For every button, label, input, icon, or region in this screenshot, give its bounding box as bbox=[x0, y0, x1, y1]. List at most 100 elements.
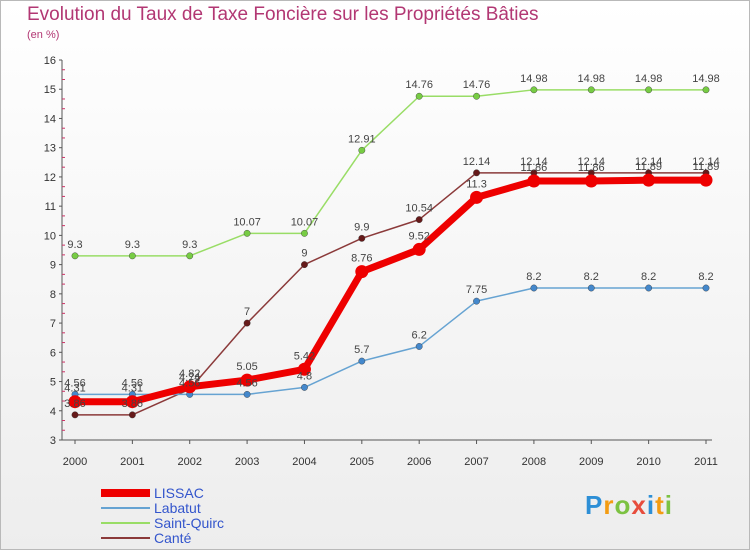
logo-letter: x bbox=[631, 490, 647, 520]
data-label-saint-quirc: 12.91 bbox=[348, 133, 376, 145]
legend-label-lissac: LISSAC bbox=[154, 485, 204, 501]
y-tick-label: 7 bbox=[50, 318, 56, 330]
x-tick-label: 2007 bbox=[464, 456, 488, 468]
x-tick-label: 2002 bbox=[177, 456, 201, 468]
data-label-cant-: 12.14 bbox=[520, 156, 548, 168]
data-point-lissac bbox=[412, 242, 426, 256]
series-cant- bbox=[71, 169, 710, 419]
x-tick-label: 2004 bbox=[292, 456, 316, 468]
data-label-saint-quirc: 14.98 bbox=[692, 73, 720, 85]
data-label-saint-quirc: 14.98 bbox=[635, 73, 663, 85]
data-label-saint-quirc: 10.07 bbox=[291, 216, 319, 228]
data-label-lissac: 4.82 bbox=[179, 368, 200, 380]
chart-title: Evolution du Taux de Taxe Foncière sur l… bbox=[27, 4, 539, 25]
data-label-labatut: 4.56 bbox=[236, 377, 257, 389]
data-point-labatut bbox=[702, 284, 710, 292]
x-tick-label: 2003 bbox=[235, 456, 259, 468]
logo-letter: t bbox=[655, 490, 665, 520]
data-point-saint-quirc bbox=[530, 86, 538, 94]
y-tick-label: 3 bbox=[50, 435, 56, 447]
data-point-lissac bbox=[183, 380, 197, 394]
data-point-lissac bbox=[68, 395, 82, 409]
data-label-cant-: 10.54 bbox=[405, 203, 433, 215]
data-label-labatut: 8.2 bbox=[526, 271, 541, 283]
data-label-lissac: 11.86 bbox=[521, 162, 548, 174]
data-label-saint-quirc: 10.07 bbox=[233, 216, 261, 228]
data-point-lissac bbox=[125, 395, 139, 409]
x-tick-label: 2008 bbox=[522, 456, 546, 468]
data-point-labatut bbox=[473, 297, 480, 305]
logo-letter: i bbox=[646, 490, 656, 520]
logo-letter: P bbox=[585, 490, 604, 520]
y-tick-label: 9 bbox=[50, 260, 56, 272]
data-point-cant- bbox=[71, 411, 79, 419]
data-label-labatut: 7.75 bbox=[466, 284, 487, 296]
data-label-labatut: 8.2 bbox=[698, 271, 713, 283]
data-point-lissac bbox=[470, 190, 484, 204]
legend-label-labatut: Labatut bbox=[154, 500, 201, 516]
data-label-cant-: 9.9 bbox=[354, 221, 369, 233]
data-label-saint-quirc: 14.76 bbox=[405, 79, 433, 91]
data-point-labatut bbox=[358, 357, 366, 365]
data-point-cant- bbox=[415, 216, 423, 224]
data-point-saint-quirc bbox=[702, 86, 710, 94]
y-tick-label: 12 bbox=[44, 172, 56, 184]
logo-letter: r bbox=[603, 490, 615, 520]
series-layer bbox=[68, 86, 713, 419]
data-label-labatut: 4.8 bbox=[297, 370, 312, 382]
axes: 3 4 5 6 7 8 9 10 11 12 13 14 15 16 2000 2001 2002 2003 200… bbox=[44, 55, 718, 468]
data-label-cant-: 3.86 bbox=[122, 398, 143, 410]
y-tick-label: 10 bbox=[44, 230, 56, 242]
data-label-saint-quirc: 9.3 bbox=[125, 239, 140, 251]
data-label-lissac: 4.31 bbox=[122, 383, 143, 395]
data-label-lissac: 5.42 bbox=[294, 350, 315, 362]
data-label-labatut: 5.7 bbox=[354, 344, 369, 356]
data-label-cant-: 7 bbox=[244, 306, 250, 318]
data-point-saint-quirc bbox=[587, 86, 595, 94]
data-point-lissac bbox=[699, 173, 713, 187]
data-point-labatut bbox=[415, 343, 423, 350]
data-label-labatut: 8.2 bbox=[641, 271, 656, 283]
data-label-lissac: 4.31 bbox=[64, 383, 85, 395]
y-tick-label: 15 bbox=[44, 84, 56, 96]
legend-label-saint-quirc: Saint-Quirc bbox=[154, 515, 224, 531]
data-point-lissac bbox=[527, 174, 541, 188]
data-point-cant- bbox=[473, 169, 480, 177]
data-point-labatut bbox=[301, 383, 308, 391]
y-tick-label: 6 bbox=[50, 347, 56, 359]
data-label-labatut: 6.2 bbox=[412, 329, 427, 341]
data-label-saint-quirc: 9.3 bbox=[67, 239, 82, 251]
data-labels: 9.3 9.3 9.3 10.07 10.07 12.91 14.76 14.76 14.98 1… bbox=[64, 73, 719, 410]
data-label-labatut: 4.56 bbox=[179, 377, 200, 389]
x-tick-label: 2001 bbox=[120, 456, 144, 468]
data-point-saint-quirc bbox=[71, 252, 79, 260]
data-point-lissac bbox=[642, 173, 656, 187]
data-label-labatut: 8.2 bbox=[584, 271, 599, 283]
data-label-cant-: 3.86 bbox=[64, 398, 85, 410]
data-label-lissac: 11.89 bbox=[635, 161, 662, 173]
data-point-saint-quirc bbox=[645, 86, 653, 94]
y-tick-label: 14 bbox=[44, 113, 56, 125]
data-point-saint-quirc bbox=[186, 252, 194, 260]
x-tick-label: 2005 bbox=[350, 456, 374, 468]
series-saint-quirc bbox=[71, 86, 710, 260]
chart-subtitle: (en %) bbox=[27, 29, 60, 41]
data-label-cant-: 4.74 bbox=[179, 372, 200, 384]
data-point-labatut bbox=[530, 284, 538, 292]
data-label-cant-: 12.14 bbox=[578, 156, 606, 168]
series-line-labatut bbox=[74, 287, 707, 396]
data-point-labatut bbox=[587, 284, 595, 292]
data-label-saint-quirc: 9.3 bbox=[182, 239, 197, 251]
data-point-saint-quirc bbox=[358, 146, 366, 154]
data-point-lissac bbox=[297, 362, 311, 376]
data-point-lissac bbox=[240, 373, 254, 387]
proxiti-logo: Proxiti bbox=[585, 490, 673, 521]
series-labatut bbox=[71, 284, 710, 398]
data-label-saint-quirc: 14.76 bbox=[463, 79, 491, 91]
series-line-saint-quirc bbox=[74, 89, 707, 257]
data-label-lissac: 11.89 bbox=[693, 161, 720, 173]
data-label-cant-: 12.14 bbox=[463, 156, 491, 168]
